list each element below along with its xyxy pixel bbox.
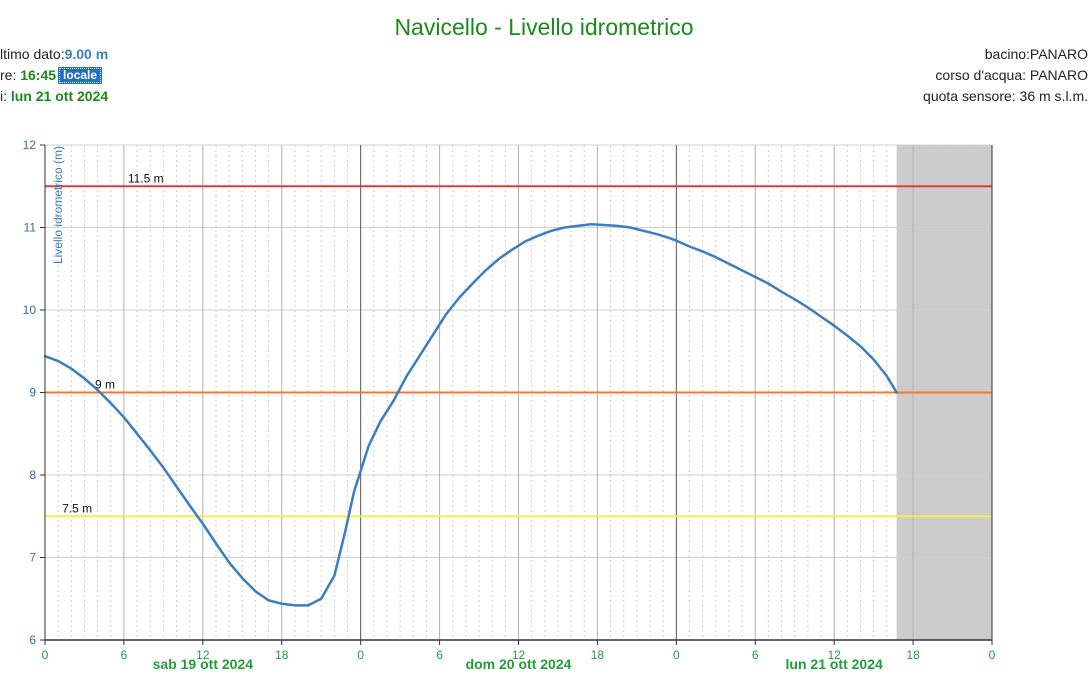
x-tick-label: 18 xyxy=(906,648,920,662)
x-tick-label: 0 xyxy=(989,648,996,662)
y-tick-label: 9 xyxy=(29,386,36,400)
page-title: Navicello - Livello idrometrico xyxy=(394,14,694,40)
x-tick-label: 12 xyxy=(827,648,841,662)
y-tick-label: 10 xyxy=(23,303,37,317)
day-label: sab 19 ott 2024 xyxy=(153,656,254,672)
basin-label: bacino:PANARO xyxy=(984,46,1088,62)
water-level-line xyxy=(43,222,898,607)
x-tick-label: 6 xyxy=(436,648,443,662)
y-axis-title: Livello idrometrico (m) xyxy=(51,146,65,264)
last-time-label: re: xyxy=(0,67,21,83)
threshold-label: 9 m xyxy=(95,378,115,392)
last-value: 9.00 m xyxy=(64,46,109,62)
threshold-label: 11.5 m xyxy=(128,171,164,185)
x-tick-label: 0 xyxy=(42,648,49,662)
threshold-label: 7.5 m xyxy=(62,501,92,515)
altitude-label: quota sensore: 36 m s.l.m. xyxy=(923,88,1088,104)
y-tick-label: 7 xyxy=(29,551,36,565)
y-tick-label: 12 xyxy=(23,138,37,152)
x-tick-label: 6 xyxy=(752,648,759,662)
x-tick-label: 18 xyxy=(591,648,605,662)
last-value-label: ltimo dato: xyxy=(0,46,65,62)
latest-reading-info: ltimo dato:9.00 m re: 16:45 locale i: lun… xyxy=(0,44,108,107)
last-date: lun 21 ott 2024 xyxy=(10,88,109,104)
last-date-row: i: lun 21 ott 2024 xyxy=(0,86,108,107)
x-tick-label: 0 xyxy=(357,648,364,662)
station-info: bacino:PANARO corso d'acqua: PANARO quot… xyxy=(923,44,1088,107)
river-label: corso d'acqua: PANARO xyxy=(935,67,1088,83)
x-tick-label: 12 xyxy=(196,648,210,662)
timezone-badge[interactable]: locale xyxy=(58,67,103,84)
last-value-row: ltimo dato:9.00 m xyxy=(0,44,108,65)
day-label: dom 20 ott 2024 xyxy=(466,656,572,672)
last-time: 16:45 xyxy=(20,67,57,83)
y-tick-label: 6 xyxy=(29,633,36,647)
last-time-row: re: 16:45 locale xyxy=(0,65,108,86)
y-tick-label: 11 xyxy=(24,221,37,235)
x-tick-label: 12 xyxy=(512,648,526,662)
x-tick-label: 0 xyxy=(673,648,680,662)
last-date-label: i: xyxy=(0,88,11,104)
day-label: lun 21 ott 2024 xyxy=(786,656,883,672)
x-tick-label: 18 xyxy=(275,648,289,662)
y-tick-label: 8 xyxy=(29,468,36,482)
x-tick-label: 6 xyxy=(121,648,128,662)
